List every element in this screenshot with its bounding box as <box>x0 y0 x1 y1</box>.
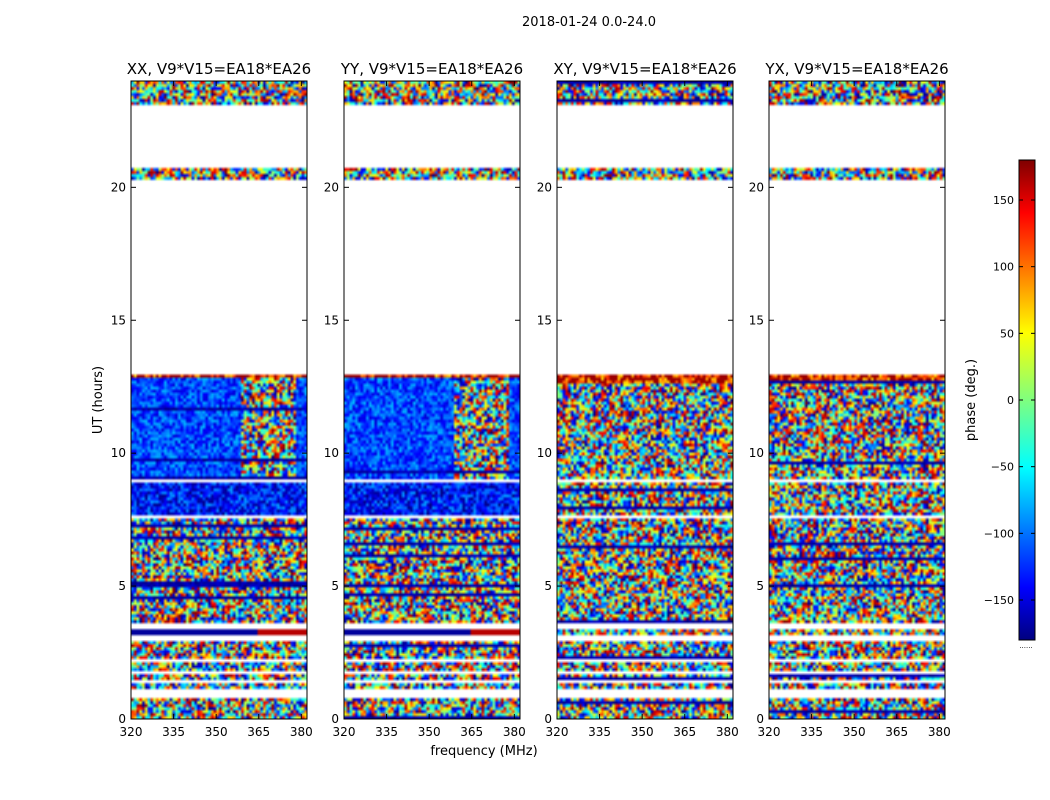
x-tick-label: 365 <box>885 725 908 739</box>
y-tick-label: 0 <box>756 712 764 726</box>
y-tick-label: 20 <box>111 180 126 194</box>
y-tick-label: 20 <box>324 180 339 194</box>
colorbar-label: phase (deg.) <box>964 359 979 441</box>
x-tick-label: 335 <box>800 725 823 739</box>
panel-title: XX, V9*V15=EA18*EA26 <box>127 60 311 78</box>
panel-frame <box>130 80 308 720</box>
y-tick-label: 0 <box>331 712 339 726</box>
x-tick-label: 320 <box>120 725 143 739</box>
x-tick-label: 320 <box>758 725 781 739</box>
panel-heatmap <box>557 81 733 719</box>
colorbar-tick-label: 0 <box>1007 394 1014 407</box>
y-tick-label: 0 <box>118 712 126 726</box>
colorbar-tick-label: −50 <box>991 461 1014 474</box>
panel-heatmap <box>131 81 307 719</box>
panel-title: XY, V9*V15=EA18*EA26 <box>553 60 736 78</box>
x-tick-label: 365 <box>460 725 483 739</box>
y-tick-label: 5 <box>544 579 552 593</box>
x-tick-label: 350 <box>205 725 228 739</box>
panel-heatmap <box>769 81 945 719</box>
x-tick-label: 350 <box>418 725 441 739</box>
panel-title: YY, V9*V15=EA18*EA26 <box>340 60 523 78</box>
y-tick-label: 15 <box>749 313 764 327</box>
panels-group: XX, V9*V15=EA18*EA26 320 335 350 365 380 0 5 10 1… <box>111 60 951 739</box>
x-tick-label: 350 <box>631 725 654 739</box>
panel-2: XY, V9*V15=EA18*EA26 320 335 350 365 380 0 5 10 1… <box>537 60 739 739</box>
x-tick-label: 380 <box>290 725 313 739</box>
y-tick-label: 10 <box>111 446 126 460</box>
y-tick-label: 10 <box>324 446 339 460</box>
panel-heatmap <box>344 81 520 719</box>
x-tick-label: 380 <box>928 725 951 739</box>
x-tick-label: 335 <box>162 725 185 739</box>
panel-title: YX, V9*V15=EA18*EA26 <box>764 60 948 78</box>
x-tick-label: 320 <box>333 725 356 739</box>
x-axis-label: frequency (MHz) <box>430 744 537 759</box>
x-tick-label: 350 <box>843 725 866 739</box>
colorbar-tick-label: 150 <box>993 194 1014 207</box>
figure-title: 2018-01-24 0.0-24.0 <box>522 15 656 30</box>
y-tick-label: 5 <box>118 579 126 593</box>
panel-frame <box>768 80 946 720</box>
panel-1: YY, V9*V15=EA18*EA26 320 335 350 365 380 0 5 10 1… <box>324 60 526 739</box>
colorbar-tick-label: −150 <box>984 594 1014 607</box>
colorbar-tick-label: −100 <box>984 527 1014 540</box>
panel-frame <box>343 80 521 720</box>
panel-0: XX, V9*V15=EA18*EA26 320 335 350 365 380 0 5 10 1… <box>111 60 313 739</box>
y-tick-label: 5 <box>331 579 339 593</box>
y-tick-label: 10 <box>749 446 764 460</box>
colorbar-extra-mark: ...... <box>1019 642 1032 650</box>
colorbar-tick-label: 50 <box>1000 327 1014 340</box>
y-tick-label: 0 <box>544 712 552 726</box>
y-tick-label: 15 <box>537 313 552 327</box>
y-tick-label: 20 <box>749 180 764 194</box>
colorbar: 150 100 50 0 −50 −100 −150 phase (deg.) ...... <box>964 159 1036 650</box>
x-tick-label: 335 <box>375 725 398 739</box>
y-axis-label: UT (hours) <box>91 366 106 434</box>
x-tick-label: 365 <box>247 725 270 739</box>
y-tick-label: 10 <box>537 446 552 460</box>
x-tick-label: 380 <box>503 725 526 739</box>
y-tick-label: 5 <box>756 579 764 593</box>
x-tick-label: 320 <box>546 725 569 739</box>
x-tick-label: 380 <box>716 725 739 739</box>
y-tick-label: 15 <box>111 313 126 327</box>
y-tick-label: 20 <box>537 180 552 194</box>
y-tick-label: 15 <box>324 313 339 327</box>
x-tick-label: 335 <box>588 725 611 739</box>
panel-frame <box>556 80 734 720</box>
colorbar-tick-label: 100 <box>993 261 1014 274</box>
x-tick-label: 365 <box>673 725 696 739</box>
panel-3: YX, V9*V15=EA18*EA26 320 335 350 365 380 0 5 10 1… <box>749 60 951 739</box>
colorbar-ticks: 150 100 50 0 −50 −100 −150 <box>984 194 1035 607</box>
